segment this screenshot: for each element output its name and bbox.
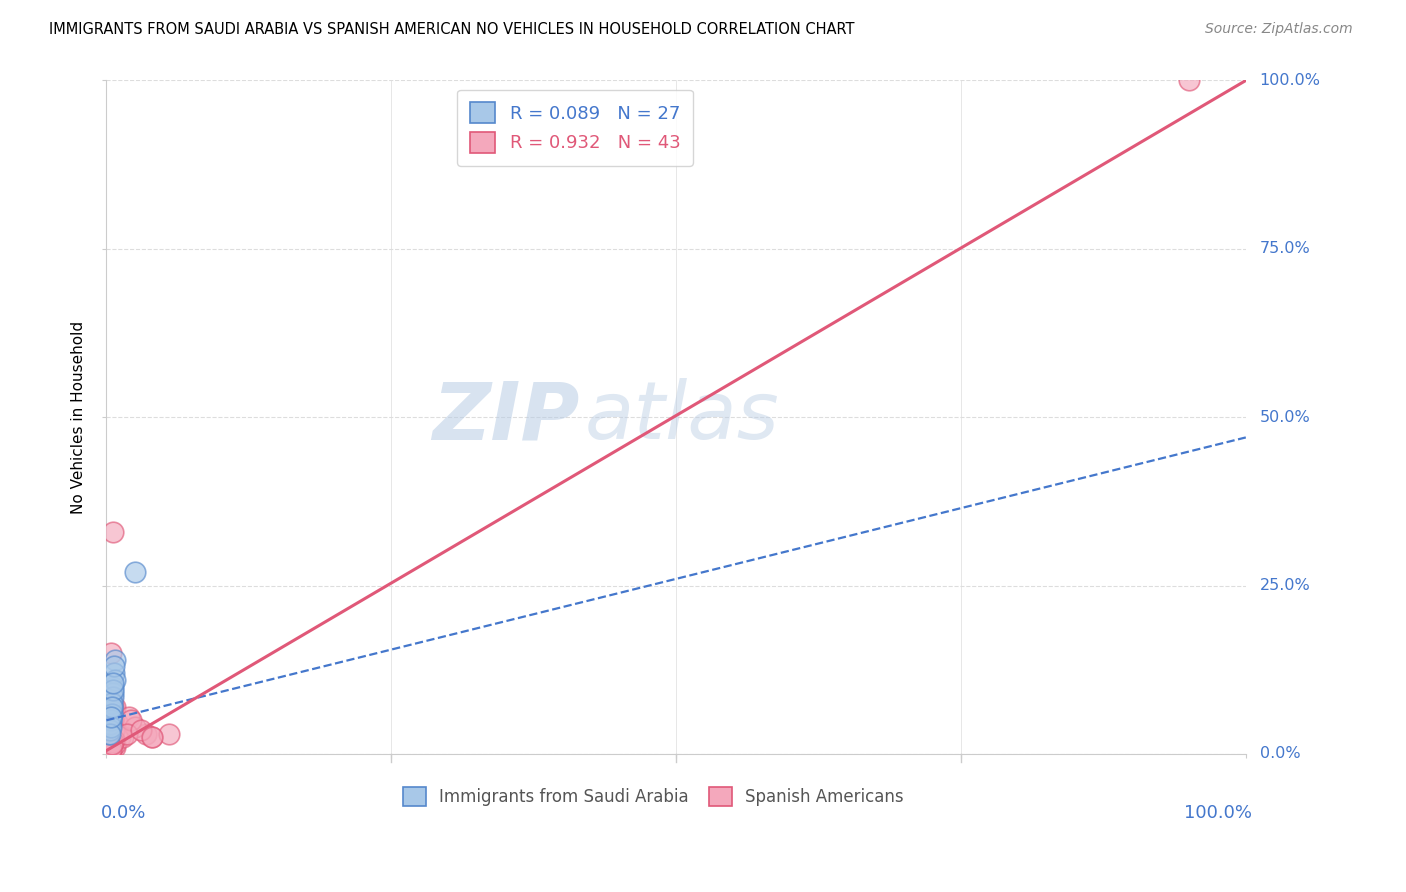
Point [103,686,125,700]
Point [101,699,124,714]
Point [103,690,125,704]
Point [98,723,121,738]
Point [98,716,121,731]
Text: atlas: atlas [585,378,780,456]
Point [100,703,122,717]
Point [103,723,125,738]
Point [100,743,122,757]
Point [98,744,121,758]
Y-axis label: No Vehicles in Household: No Vehicles in Household [72,320,86,514]
Text: 25.0%: 25.0% [1260,578,1310,593]
Text: 50.0%: 50.0% [1260,409,1310,425]
Point [103,723,125,738]
Point [103,699,125,714]
Point [100,733,122,747]
Point [105,727,128,741]
Point [141,730,163,744]
Point [101,706,124,721]
Text: IMMIGRANTS FROM SAUDI ARABIA VS SPANISH AMERICAN NO VEHICLES IN HOUSEHOLD CORREL: IMMIGRANTS FROM SAUDI ARABIA VS SPANISH … [49,22,855,37]
Point [104,737,127,751]
Point [124,720,146,734]
Point [98,716,121,731]
Point [103,676,125,690]
Point [103,714,125,728]
Point [118,710,141,724]
Point [100,741,122,756]
Point [107,716,129,731]
Point [101,737,124,751]
Point [98,723,121,738]
Text: 0.0%: 0.0% [1260,747,1301,762]
Text: 100.0%: 100.0% [1260,73,1320,88]
Point [98,720,121,734]
Point [98,741,121,756]
Point [100,714,122,728]
Point [97,727,120,741]
Point [104,699,127,714]
Point [98,743,121,757]
Point [100,693,122,707]
Point [101,733,124,747]
Point [103,683,125,698]
Point [98,737,121,751]
Point [104,653,127,667]
Text: 0.0%: 0.0% [101,805,146,822]
Point [101,697,124,711]
Point [101,737,124,751]
Text: 100.0%: 100.0% [1184,805,1251,822]
Point [103,659,125,673]
Legend: Immigrants from Saudi Arabia, Spanish Americans: Immigrants from Saudi Arabia, Spanish Am… [396,780,911,813]
Point [101,720,124,734]
Point [101,693,124,707]
Point [104,740,127,755]
Point [100,710,122,724]
Text: Source: ZipAtlas.com: Source: ZipAtlas.com [1205,22,1353,37]
Point [103,735,125,749]
Point [103,733,125,747]
Point [129,723,152,738]
Point [101,699,124,714]
Point [108,730,131,744]
Point [1178,73,1201,87]
Point [100,646,122,660]
Point [103,666,125,681]
Point [120,714,142,728]
Point [115,727,138,741]
Point [98,710,121,724]
Text: 75.0%: 75.0% [1260,242,1310,256]
Point [98,703,121,717]
Point [103,737,125,751]
Point [101,740,124,755]
Point [103,680,125,694]
Point [124,565,146,579]
Point [112,730,135,744]
Point [100,714,122,728]
Point [103,524,125,539]
Point [104,673,127,687]
Point [100,720,122,734]
Point [157,727,180,741]
Point [135,727,157,741]
Point [141,730,163,744]
Point [101,706,124,721]
Text: ZIP: ZIP [432,378,579,456]
Point [100,706,122,721]
Point [98,727,121,741]
